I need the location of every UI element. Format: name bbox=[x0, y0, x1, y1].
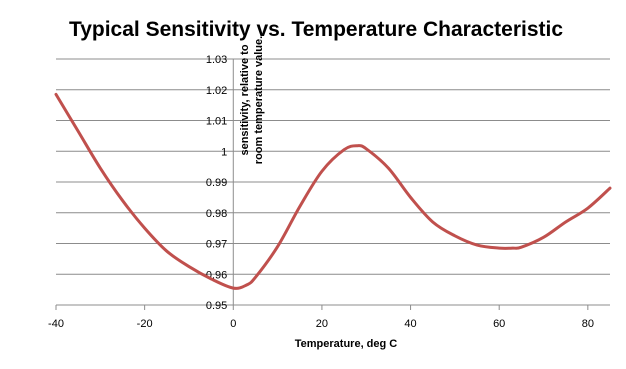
series-line-0 bbox=[54, 92, 612, 290]
y-tick-label: 0.97 bbox=[206, 239, 227, 251]
x-tick-label: 60 bbox=[493, 318, 505, 330]
x-tick-label: -40 bbox=[48, 318, 64, 330]
y-tick-label: 1.02 bbox=[206, 85, 227, 97]
x-axis-label: Temperature, deg C bbox=[295, 338, 398, 350]
y-tick-label: 0.99 bbox=[206, 177, 227, 189]
y-tick-label: 1 bbox=[221, 146, 227, 158]
x-tick-label: 0 bbox=[230, 318, 236, 330]
y-tick-label: 0.95 bbox=[206, 300, 227, 312]
x-tick-label: -20 bbox=[137, 318, 153, 330]
y-tick-label: 1.01 bbox=[206, 116, 227, 128]
series-layer bbox=[54, 92, 612, 290]
gridlines bbox=[56, 58, 610, 306]
x-tick-label: 80 bbox=[582, 318, 594, 330]
x-tick-labels: -40 -20 0 20 40 60 80 bbox=[48, 305, 594, 330]
x-tick-label: 20 bbox=[316, 318, 328, 330]
y-axis-label-line-1: sensitivity, relative to bbox=[239, 44, 251, 155]
y-tick-label: 1.03 bbox=[206, 54, 227, 66]
x-tick-label: 40 bbox=[404, 318, 416, 330]
y-tick-label: 0.98 bbox=[206, 208, 227, 220]
y-axis-label: sensitivity, relative to room temperatur… bbox=[239, 36, 265, 164]
y-axis-label-line-2: room temperature value. bbox=[253, 36, 265, 164]
chart-title: Typical Sensitivity vs. Temperature Char… bbox=[69, 18, 563, 41]
